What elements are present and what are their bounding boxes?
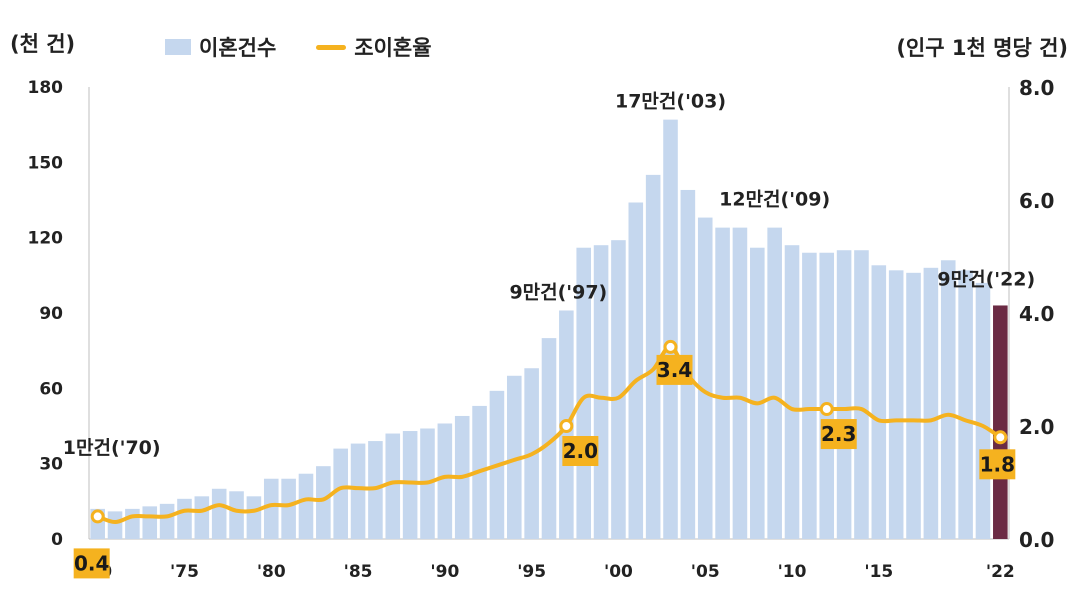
bar-2017: [906, 272, 921, 539]
bar-2022: [993, 305, 1008, 539]
rate-label-2012: 2.3: [821, 422, 856, 446]
bar-2000: [611, 240, 626, 539]
bar-2018: [923, 267, 939, 539]
bar-2019: [940, 260, 956, 539]
bar-2006: [715, 227, 730, 539]
bar-1972: [125, 508, 140, 539]
count-annotation-2009: 12만건('09): [719, 189, 830, 211]
x-tick-label: '10: [778, 562, 807, 582]
left-tick-label: 30: [39, 455, 63, 475]
left-tick-label: 0: [51, 530, 63, 550]
bar-2011: [802, 252, 817, 539]
rate-marker-2022: [993, 430, 1008, 445]
right-tick-label: 2.0: [1019, 415, 1054, 439]
bar-1996: [541, 338, 557, 539]
bar-1981: [281, 478, 296, 539]
x-tick-label: '80: [257, 562, 286, 582]
bar-1980: [263, 478, 279, 539]
left-tick-label: 180: [28, 78, 64, 98]
count-annotation-1970: 1만건('70): [63, 437, 161, 459]
rate-label-box-1970: [73, 548, 110, 579]
divorce-rate-line: [95, 344, 1003, 525]
bar-1974: [159, 503, 175, 539]
count-annotation-1997: 9만건('97): [509, 281, 607, 303]
bar-1976: [194, 496, 210, 539]
bar-1994: [506, 375, 522, 539]
bar-1987: [385, 433, 401, 539]
rate-marker-2003: [663, 339, 678, 354]
x-tick-label: '75: [170, 562, 199, 582]
bar-2020: [958, 270, 973, 539]
bar-1975: [177, 498, 192, 539]
bar-1984: [333, 448, 348, 539]
rate-label-box-2022: [979, 449, 1016, 480]
bar-2012: [819, 252, 835, 539]
bar-2002: [645, 174, 661, 539]
bar-2021: [975, 282, 991, 539]
chart-legend: 이혼건수 조이혼율: [165, 32, 432, 62]
x-tick-label: '00: [604, 562, 633, 582]
rate-label-box-2003: [656, 354, 693, 385]
legend-bar-swatch: [165, 39, 191, 55]
rate-label-1970: 0.4: [74, 551, 109, 575]
bar-1973: [142, 506, 158, 539]
legend-line-label: 조이혼율: [354, 36, 432, 60]
right-tick-label: 0.0: [1019, 528, 1054, 552]
legend-line-swatch: [316, 44, 347, 50]
rate-label-box-2012: [820, 419, 857, 450]
x-tick-label: '95: [517, 562, 546, 582]
left-tick-label: 150: [28, 153, 64, 173]
left-tick-label: 90: [39, 304, 63, 324]
bar-2003: [663, 119, 678, 540]
bar-2016: [888, 270, 904, 539]
bar-2009: [767, 227, 782, 539]
x-tick-label: '15: [864, 562, 893, 582]
bar-1971: [107, 511, 123, 539]
bar-2015: [871, 265, 887, 539]
right-tick-label: 4.0: [1019, 302, 1054, 326]
x-tick-label: '05: [691, 562, 720, 582]
right-tick-label: 8.0: [1019, 76, 1054, 100]
left-tick-label: 60: [39, 379, 63, 399]
bar-2010: [784, 245, 800, 539]
right-axis-unit: (인구 1천 명당 건): [896, 36, 1068, 60]
bar-2008: [750, 247, 765, 539]
legend-bar-label: 이혼건수: [199, 36, 277, 60]
rate-marker-1970: [90, 509, 105, 524]
rate-marker-2012: [819, 402, 834, 417]
bar-2007: [732, 227, 748, 539]
bar-1990: [437, 423, 453, 539]
rate-label-box-1997: [562, 436, 599, 466]
rate-label-1997: 2.0: [563, 439, 598, 463]
bar-1979: [246, 496, 262, 539]
bar-1977: [211, 488, 227, 539]
x-tick-label: '85: [344, 562, 373, 582]
bar-1998: [576, 247, 592, 539]
rate-label-2022: 1.8: [980, 452, 1015, 476]
count-annotation-2003: 17만건('03): [615, 91, 726, 113]
x-tick-label: '22: [986, 562, 1015, 582]
bar-2005: [697, 217, 713, 540]
bar-2014: [854, 250, 869, 539]
right-tick-label: 6.0: [1019, 189, 1054, 213]
bar-1983: [316, 466, 331, 539]
bar-1988: [402, 431, 418, 539]
bar-1982: [298, 473, 314, 539]
left-tick-label: 120: [28, 229, 64, 249]
bar-2013: [836, 250, 852, 539]
rate-marker-1997: [559, 419, 574, 433]
bar-2001: [628, 202, 644, 539]
bar-1985: [350, 443, 366, 539]
left-axis-unit: (천 건): [10, 32, 76, 56]
count-annotation-2022: 9만건('22): [937, 268, 1035, 290]
bar-1978: [229, 491, 244, 539]
rate-label-2003: 3.4: [657, 358, 692, 382]
x-tick-label: '90: [430, 562, 459, 582]
